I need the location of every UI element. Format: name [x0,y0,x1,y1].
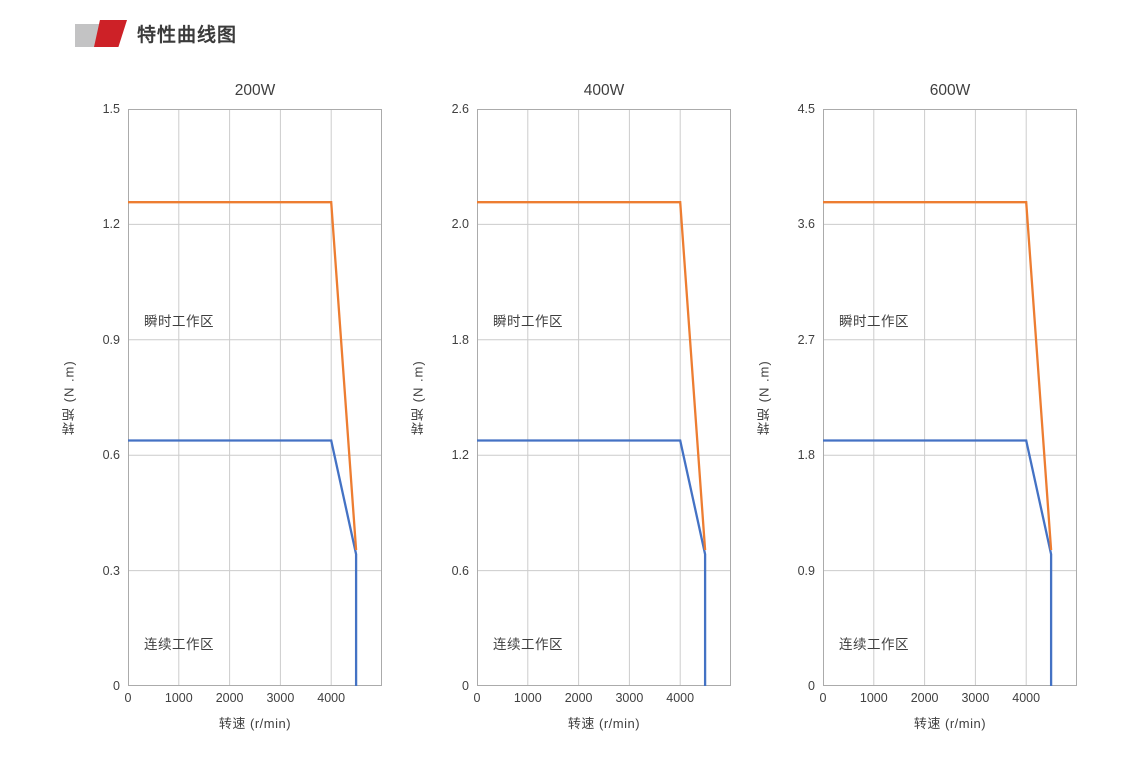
y-tick-label: 1.2 [102,217,120,232]
y-axis-ticks: 2.6 2.0 1.8 1.2 0.6 0 [427,102,477,693]
x-tick-label: 4000 [1012,691,1041,705]
x-tick-label: 2000 [215,691,244,705]
x-axis-title: 转速 (r/min) [218,716,292,731]
x-axis-title: 转速 (r/min) [567,716,641,731]
plot-area: 瞬时工作区连续工作区 [823,109,1077,686]
instantaneous-zone-curve [823,201,1053,551]
y-tick-label: 0.9 [797,563,815,578]
y-tick-label: 0.9 [102,332,120,347]
zone-label-continuous: 连续工作区 [144,637,214,652]
zone-label-continuous: 连续工作区 [839,637,909,652]
y-tick-label: 0.3 [102,563,120,578]
continuous-zone-curve [823,439,1053,686]
y-tick-label: 3.6 [797,217,815,232]
x-tick-label: 2000 [910,691,939,705]
plot-border [823,109,1077,686]
section-heading: 特性曲线图 [75,20,237,47]
y-axis-title: 转矩 (N .m) [756,360,772,435]
chart-title: 600W [929,82,971,99]
x-tick-label: 3000 [266,691,295,705]
x-axis-title: 转速 (r/min) [913,716,987,731]
chart-title: 200W [234,82,276,99]
zone-label-instantaneous: 瞬时工作区 [144,314,214,329]
y-tick-label: 2.7 [797,332,815,347]
page-title: 特性曲线图 [137,25,238,46]
y-tick-label: 0 [462,679,469,693]
y-axis-title: 转矩 (N .m) [410,360,426,435]
y-tick-label: 1.5 [102,102,120,116]
chart-canvas [128,109,382,686]
x-axis-ticks: 0 1000 2000 3000 4000 [124,686,382,710]
chart-title: 400W [583,82,625,99]
y-tick-label: 1.8 [797,448,815,463]
chart-canvas [477,109,731,686]
y-tick-label: 1.8 [451,332,469,347]
x-tick-label: 3000 [961,691,990,705]
plot-area: 瞬时工作区连续工作区 [477,109,731,686]
chart-600W: 600W 转矩 (N .m) 4.5 3.6 2.7 1.8 0.9 0 瞬时工作区 连续工作区 0… [755,80,1077,738]
x-tick-label: 0 [819,691,827,705]
zone-label-continuous: 连续工作区 [493,637,563,652]
zone-label-instantaneous: 瞬时工作区 [839,314,909,329]
chart-200W: 200W 转矩 (N .m) 1.5 1.2 0.9 0.6 0.3 0 瞬时工作区 连续工作区 0… [60,80,382,738]
instantaneous-zone-curve [128,201,358,551]
y-tick-label: 0.6 [102,448,120,463]
y-tick-label: 4.5 [797,102,815,116]
brand-logo-icon [75,20,127,47]
y-tick-label: 0 [808,679,815,693]
plot-area: 瞬时工作区连续工作区 [128,109,382,686]
x-axis-ticks: 0 1000 2000 3000 4000 [819,686,1077,710]
y-tick-label: 2.0 [451,217,469,232]
x-tick-label: 2000 [564,691,593,705]
x-tick-label: 0 [473,691,481,705]
zone-label-instantaneous: 瞬时工作区 [493,314,563,329]
x-tick-label: 1000 [164,691,193,705]
y-tick-label: 2.6 [451,102,469,116]
x-tick-label: 1000 [513,691,542,705]
y-axis-title: 转矩 (N .m) [61,360,77,435]
x-tick-label: 4000 [666,691,695,705]
x-tick-label: 1000 [859,691,888,705]
continuous-zone-curve [128,439,358,686]
instantaneous-zone-curve [477,201,707,551]
y-tick-label: 1.2 [451,448,469,463]
y-tick-label: 0 [113,679,120,693]
chart-400W: 400W 转矩 (N .m) 2.6 2.0 1.8 1.2 0.6 0 瞬时工作区 连续工作区 0… [409,80,731,738]
plot-border [128,109,382,686]
y-axis-ticks: 1.5 1.2 0.9 0.6 0.3 0 [78,102,128,693]
x-tick-label: 3000 [615,691,644,705]
x-tick-label: 4000 [317,691,346,705]
continuous-zone-curve [477,439,707,686]
plot-border [477,109,731,686]
y-axis-ticks: 4.5 3.6 2.7 1.8 0.9 0 [773,102,823,693]
chart-canvas [823,109,1077,686]
x-tick-label: 0 [124,691,132,705]
x-axis-ticks: 0 1000 2000 3000 4000 [473,686,731,710]
y-tick-label: 0.6 [451,563,469,578]
